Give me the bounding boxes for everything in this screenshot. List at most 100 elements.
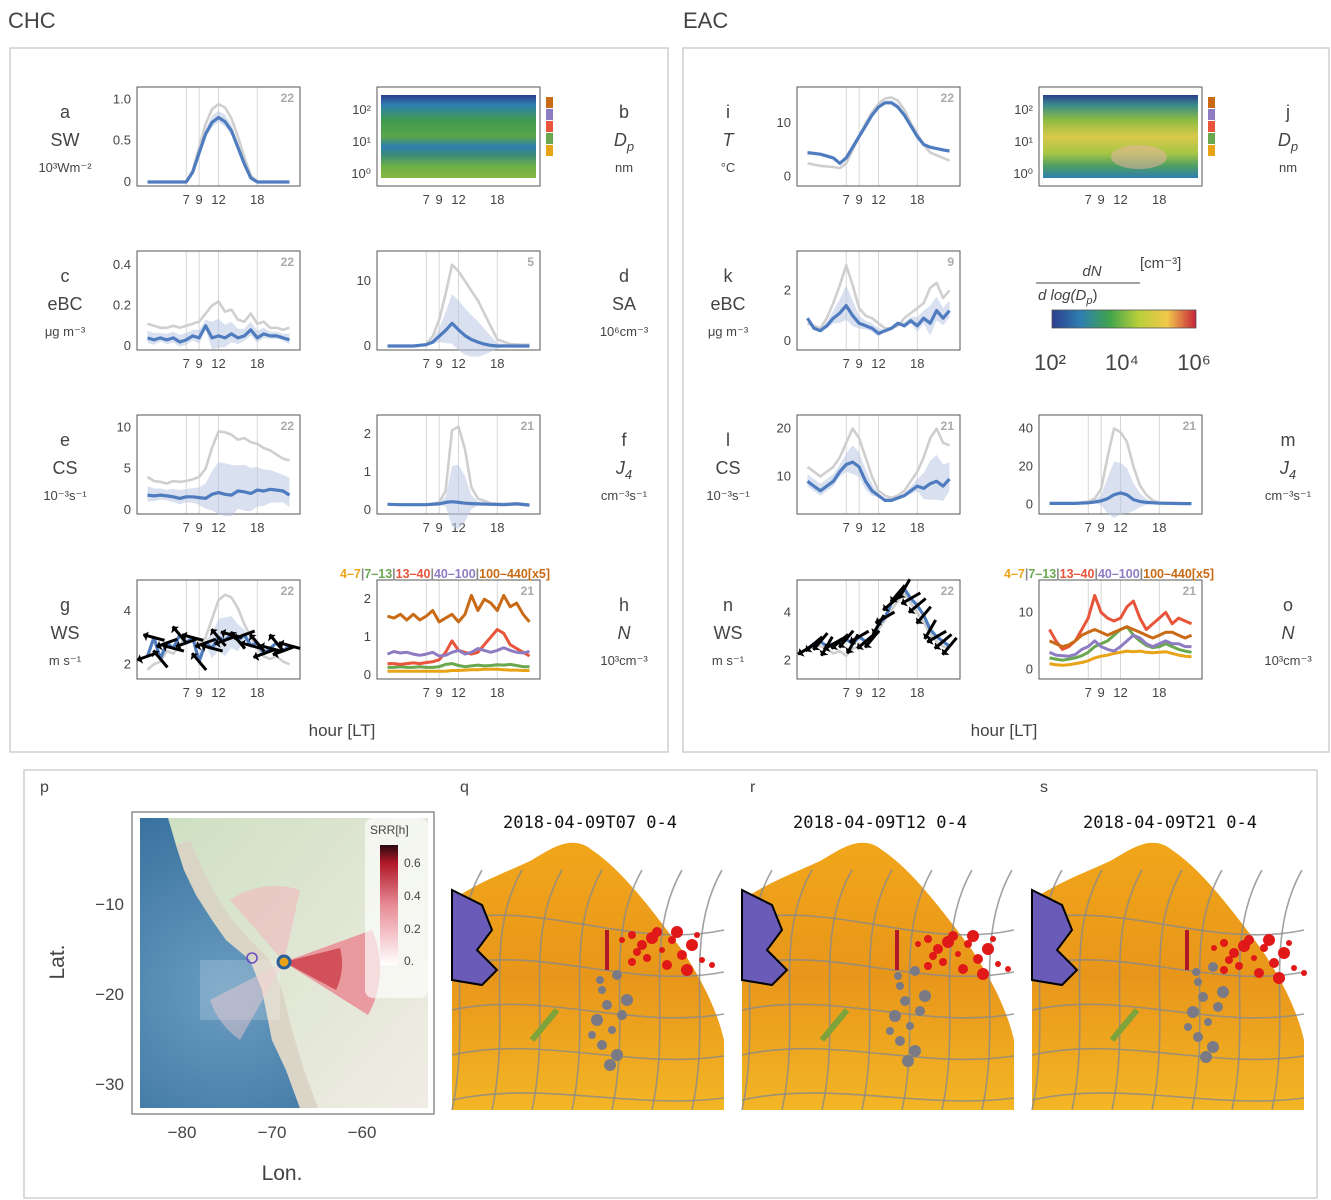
wind-arrow-head — [156, 641, 163, 651]
x-tick-label: 12 — [1113, 192, 1127, 207]
x-tick-label: 12 — [211, 685, 225, 700]
srr-colorbar — [380, 845, 398, 965]
x-tick-label: 12 — [451, 192, 465, 207]
particle-gray — [1187, 1006, 1199, 1018]
y-tick-label: 0.4 — [113, 257, 131, 272]
particle-red — [967, 930, 979, 942]
x-tick-label: 9 — [1098, 685, 1105, 700]
uncertainty-band — [387, 464, 530, 529]
wind-arrow-head — [210, 629, 218, 637]
map-xlabel: Lon. — [262, 1162, 303, 1185]
x-tick-label: 7 — [1085, 685, 1092, 700]
panel-j: 7 9 12 18 10⁰ 10¹ 10² j Dp nm — [1013, 86, 1298, 207]
wind-arrow-head — [195, 641, 202, 651]
panel-letter: j — [1285, 102, 1290, 122]
particle-red — [652, 927, 662, 937]
panel-variable: eBC — [710, 294, 745, 314]
particle-gray — [1200, 1051, 1212, 1063]
srr-tick: 0.6 — [404, 856, 421, 870]
particle-red — [929, 952, 937, 960]
sample-count: 5 — [527, 255, 534, 269]
panel-letter: i — [726, 102, 730, 122]
wind-arrow-head — [890, 595, 898, 603]
wind-arrow-head — [838, 641, 847, 648]
bin-sep: | — [476, 567, 480, 581]
panel-unit: cm⁻³s⁻¹ — [601, 488, 648, 503]
panel-unit: m s⁻¹ — [49, 653, 82, 668]
comparison-line — [806, 592, 950, 658]
sample-count: 22 — [941, 584, 955, 598]
panel-unit: °C — [721, 160, 736, 175]
terrain-surface — [452, 842, 724, 1110]
wind-arrow-head — [916, 617, 924, 624]
bin-sep: | — [1056, 567, 1060, 581]
axes-l — [796, 414, 961, 515]
particle-red — [939, 958, 947, 966]
bin-label-2: 7–13 — [1028, 567, 1056, 581]
y-tick-label: 1 — [364, 629, 371, 644]
lake-polygon — [1031, 888, 1079, 987]
particle-red — [1269, 958, 1279, 968]
panel-letter: r — [750, 779, 756, 796]
panel-letter: o — [1283, 595, 1293, 615]
y-tick-label: 4 — [784, 605, 791, 620]
particle-red — [677, 950, 687, 960]
median-line — [147, 324, 290, 344]
terrain-gridline — [1031, 1047, 1305, 1061]
wind-arrow-head — [864, 641, 872, 648]
panel-variable: N — [1282, 623, 1296, 643]
x-tick-label: 9 — [196, 192, 203, 207]
x-tick-label: 9 — [436, 356, 443, 371]
x-tick-label: 18 — [250, 520, 264, 535]
particle-gray — [602, 1000, 612, 1010]
panel-letter: e — [60, 430, 70, 450]
particle-gray — [1184, 1023, 1192, 1031]
median-line — [806, 460, 951, 502]
panel-letter: l — [726, 430, 730, 450]
particle-red — [955, 951, 961, 957]
comparison-line — [806, 427, 950, 500]
panel-unit: m s⁻¹ — [712, 653, 745, 668]
median-line — [147, 115, 290, 184]
wind-arrow-head — [934, 642, 942, 650]
colorbar: dN d log(Dp) [cm⁻³] 10² 10⁴ 10⁶ — [1034, 255, 1211, 375]
particle-red — [1301, 970, 1307, 976]
particle-red — [1220, 939, 1228, 947]
heatmap-hotspot — [1111, 145, 1167, 169]
particle-red — [1263, 934, 1275, 946]
panel-unit: μg m⁻³ — [708, 324, 749, 339]
particle-red — [662, 960, 672, 970]
view-q: q 2018-04-09T07 0-4 — [451, 779, 725, 1111]
terrain-gridline — [451, 1003, 725, 1019]
bin-sep: | — [1094, 567, 1098, 581]
series-line-1 — [387, 662, 530, 669]
panel-o: 7 9 12 18 0 10 21 oN 10³cm⁻³ — [1019, 579, 1312, 700]
wind-arrow-head — [137, 654, 144, 664]
panel-unit: nm — [1279, 160, 1297, 175]
panel-variable: WS — [51, 623, 80, 643]
bin-label-3: 13–40 — [1060, 567, 1095, 581]
size-bin-swatch — [546, 109, 553, 120]
particle-gray — [886, 1027, 894, 1035]
wind-arrow-head — [248, 634, 257, 642]
comparison-line — [146, 593, 291, 671]
panel-unit: 10³cm⁻³ — [600, 653, 648, 668]
particle-red — [977, 968, 989, 980]
wind-arrow-head — [220, 628, 227, 639]
particle-gray — [894, 972, 902, 980]
x-tick-label: 12 — [871, 356, 885, 371]
panel-letter: g — [60, 595, 70, 615]
map-xtick: −60 — [348, 1123, 377, 1142]
particle-gray — [910, 966, 920, 976]
axes-n — [796, 579, 961, 680]
sample-count: 21 — [941, 419, 955, 433]
panel-unit: 10⁻³s⁻¹ — [43, 488, 87, 503]
x-tick-label: 12 — [871, 685, 885, 700]
y-tick-label: 0 — [1026, 496, 1033, 511]
wind-arrow-head — [927, 636, 934, 645]
x-tick-label: 18 — [490, 356, 504, 371]
particle-red — [633, 948, 641, 956]
terrain-gridline — [1111, 869, 1143, 1111]
particle-gray — [596, 976, 604, 984]
panel-variable: eBC — [47, 294, 82, 314]
